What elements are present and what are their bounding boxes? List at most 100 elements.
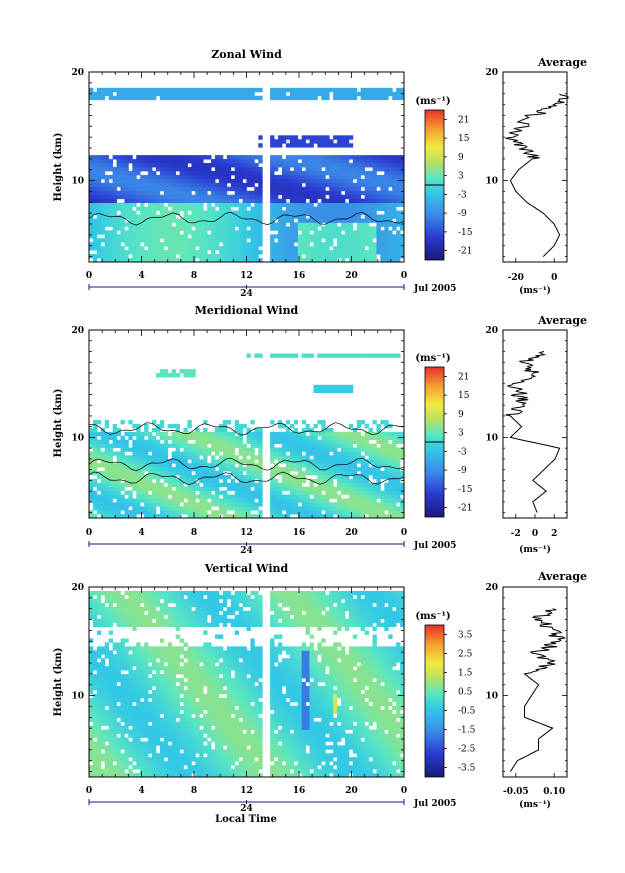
heatmap-cell (376, 226, 381, 231)
heatmap-cell (344, 447, 350, 452)
heatmap-cell (364, 242, 369, 247)
heatmap-cell (120, 741, 125, 746)
heatmap-cell (89, 749, 94, 754)
heatmap-cell (104, 178, 110, 184)
heatmap-cell (163, 455, 169, 460)
heatmap-cell (250, 471, 255, 476)
heatmap-cell (309, 159, 314, 164)
heatmap-cell (159, 709, 165, 715)
heatmap-cell (297, 486, 303, 491)
heatmap-cell (309, 490, 314, 495)
heatmap-cell (364, 214, 369, 219)
heatmap-cell (274, 242, 279, 247)
heatmap-cell (230, 467, 236, 472)
heatmap-cell (136, 697, 141, 703)
heatmap-cell (116, 614, 121, 620)
heatmap-cell (116, 590, 121, 596)
heatmap-cell (187, 159, 192, 164)
heatmap-cell (92, 439, 98, 444)
heatmap-cell (372, 226, 377, 231)
heatmap-cell (372, 234, 377, 239)
heatmap-cell (278, 91, 283, 97)
heatmap-cell (163, 654, 169, 659)
heatmap-cell (100, 510, 106, 515)
heatmap-cell (144, 721, 149, 726)
heatmap-cell (293, 250, 299, 255)
heatmap-cell (167, 646, 173, 651)
heatmap-cell (211, 218, 216, 223)
heatmap-cell (128, 250, 133, 255)
heatmap-cell (246, 167, 251, 172)
heatmap-cell (120, 167, 125, 172)
heatmap-cell (348, 459, 354, 464)
heatmap-cell (148, 178, 153, 184)
y-tick-label: 10 (71, 177, 84, 187)
heatmap-cell (321, 170, 326, 176)
heatmap-cell (136, 729, 141, 734)
heatmap-cell (128, 670, 133, 675)
heatmap-cell (187, 602, 192, 608)
heatmap-cell (203, 467, 208, 472)
heatmap-cell (175, 765, 180, 770)
heatmap-cell (337, 502, 342, 507)
heatmap-cell (270, 474, 275, 480)
heatmap-cell (356, 182, 362, 188)
heatmap-cell (372, 490, 377, 495)
heatmap-cell (100, 250, 106, 255)
heatmap-cell (258, 474, 263, 480)
heatmap-cell (92, 685, 98, 691)
heatmap-cell (348, 135, 354, 140)
heatmap-cell (337, 210, 342, 215)
heatmap-cell (278, 502, 283, 507)
heatmap-cell (152, 250, 157, 255)
heatmap-cell (226, 498, 232, 503)
heatmap-cell (136, 190, 141, 196)
heatmap-cell (246, 353, 251, 358)
heatmap-cell (175, 729, 180, 734)
heatmap-cell (167, 482, 173, 488)
heatmap-cell (218, 254, 224, 259)
heatmap-cell (144, 439, 149, 444)
heatmap-cell (92, 654, 98, 659)
heatmap-cell (120, 482, 125, 488)
heatmap-cell (144, 594, 149, 600)
heatmap-cell (116, 250, 121, 255)
heatmap-cell (234, 198, 240, 204)
heatmap-cell (167, 765, 173, 770)
heatmap-cell (325, 167, 330, 172)
heatmap-cell (120, 254, 125, 259)
heatmap-cell (360, 178, 366, 184)
heatmap-cell (270, 159, 275, 164)
heatmap-cell (376, 435, 381, 441)
heatmap-cell (344, 455, 350, 460)
heatmap-cell (163, 369, 169, 374)
heatmap-cell (309, 170, 314, 176)
heatmap-cell (215, 258, 220, 263)
heatmap-cell (400, 250, 405, 255)
heatmap-cell (155, 218, 161, 223)
heatmap-cell (325, 439, 330, 444)
heatmap-cell (230, 258, 236, 263)
heatmap-cell (152, 182, 157, 188)
heatmap-cell (360, 510, 366, 515)
heatmap-cell (120, 709, 125, 715)
heatmap-cell (140, 594, 145, 600)
heatmap-cell (96, 502, 102, 507)
heatmap-cell (92, 701, 98, 707)
heatmap-cell (376, 206, 381, 211)
heatmap-cell (313, 502, 318, 507)
heatmap-cell (187, 693, 192, 699)
heatmap-cell (136, 749, 141, 754)
heatmap-cell (171, 769, 177, 774)
heatmap-cell (167, 182, 173, 188)
heatmap-cell (325, 258, 330, 263)
heatmap-cell (356, 170, 362, 176)
heatmap-cell (376, 474, 381, 480)
heatmap-cell (317, 143, 322, 148)
heatmap-cell (163, 721, 169, 726)
heatmap-cell (191, 218, 196, 223)
heatmap-cell (89, 741, 94, 746)
heatmap-cell (344, 143, 350, 148)
heatmap-cell (329, 467, 334, 472)
heatmap-cell (254, 435, 259, 441)
